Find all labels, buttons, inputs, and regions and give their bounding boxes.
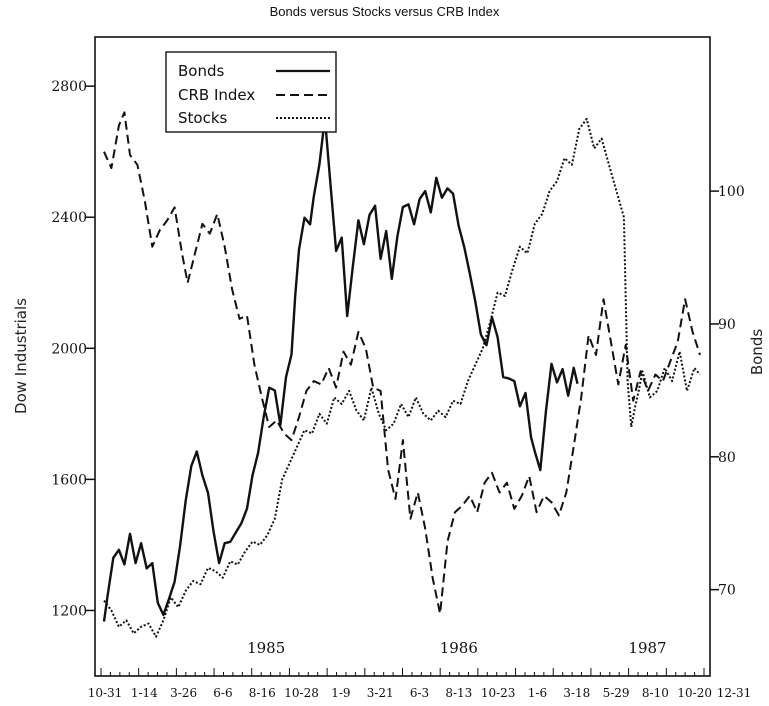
legend-label-crb: CRB Index	[178, 86, 255, 104]
plot-frame	[94, 36, 711, 677]
legend-label-stocks: Stocks	[178, 109, 228, 127]
x-tick-label-11: 1-6	[528, 686, 547, 700]
x-tick-label-3: 6-6	[213, 686, 232, 700]
x-tick-label-4: 8-16	[249, 686, 276, 700]
left-tick-label-2: 2000	[51, 341, 87, 357]
year-label-0: 1985	[247, 639, 285, 657]
left-tick-label-4: 2800	[51, 79, 87, 95]
series-line-bonds	[102, 116, 579, 622]
year-label-2: 1987	[628, 639, 666, 657]
x-tick-label-10: 10-23	[481, 686, 516, 700]
x-tick-label-16: 12-31	[717, 686, 752, 700]
legend-label-bonds: Bonds	[178, 62, 224, 80]
right-tick-label-0: 70	[718, 583, 736, 599]
x-tick-label-6: 1-9	[331, 686, 350, 700]
x-tick-label-7: 3-21	[367, 686, 394, 700]
x-tick-label-8: 6-3	[410, 686, 429, 700]
series-line-stocks	[103, 117, 701, 638]
x-tick-label-1: 1-14	[131, 686, 158, 700]
x-tick-label-12: 3-18	[563, 686, 590, 700]
right-tick-label-3: 100	[718, 184, 745, 200]
x-tick-label-2: 3-26	[170, 686, 197, 700]
right-axis-title: Bonds	[748, 329, 766, 375]
left-tick-label-3: 2400	[51, 210, 87, 226]
x-tick-label-5: 10-28	[284, 686, 319, 700]
year-label-1: 1986	[440, 639, 478, 657]
left-axis-title: Dow Industrials	[12, 298, 30, 414]
right-tick-label-2: 90	[718, 317, 736, 333]
year-labels: 1985 1986 1987	[247, 639, 667, 657]
left-tick-label-1: 1600	[51, 472, 87, 488]
series-layer	[102, 111, 701, 638]
x-axis: 10-31 1-14 3-26 6-6 8-16 10-28 1-9 3-21 6-3 8-13 1…	[88, 668, 752, 700]
right-tick-label-1: 80	[718, 450, 736, 466]
x-tick-label-14: 8-10	[642, 686, 669, 700]
left-tick-label-0: 1200	[51, 603, 87, 619]
left-axis: 1200 1600 2000 2400 2800	[51, 79, 95, 619]
x-tick-label-15: 10-20	[677, 686, 712, 700]
x-tick-label-13: 5-29	[603, 686, 630, 700]
legend-box	[165, 51, 337, 133]
legend: Bonds CRB Index Stocks	[165, 51, 337, 133]
right-axis: 70 80 90 100	[710, 184, 745, 599]
series-line-crb-index	[103, 111, 701, 615]
chart-title: Bonds versus Stocks versus CRB Index	[269, 4, 500, 19]
x-tick-label-0: 10-31	[88, 686, 123, 700]
x-tick-label-9: 8-13	[445, 686, 472, 700]
